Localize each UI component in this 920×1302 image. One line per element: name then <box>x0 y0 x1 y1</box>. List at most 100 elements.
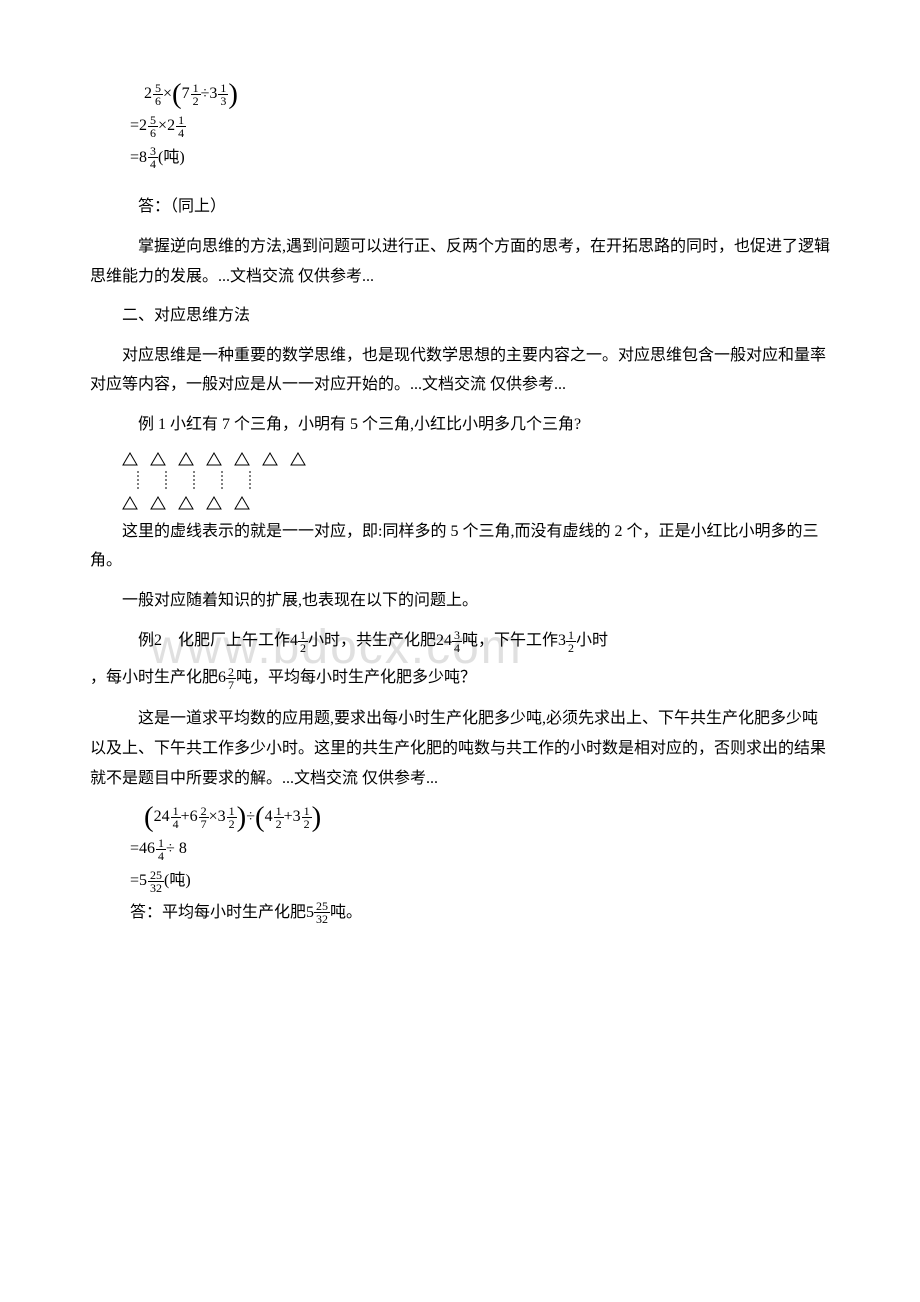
para-5: 这是一道求平均数的应用题,要求出每小时生产化肥多少吨,必须先求出上、下午共生产化… <box>90 704 830 793</box>
example-2-line2: ，每小时生产化肥627吨，平均每小时生产化肥多少吨？ <box>90 662 830 694</box>
example-text: ，每小时生产化肥6 <box>90 669 226 686</box>
triangle-icon <box>176 450 196 468</box>
frac-num: 1 <box>156 837 166 850</box>
triangle-icon <box>288 450 308 468</box>
dotted-line-icon <box>212 471 232 491</box>
math-unit: (吨) <box>158 144 185 173</box>
math-op: ÷ <box>246 803 255 832</box>
paren-close: ) <box>228 84 238 104</box>
frac-den: 4 <box>156 850 166 862</box>
math-line-1-2: = 2 5 6 × 2 1 4 <box>130 112 830 141</box>
frac-den: 6 <box>153 95 163 107</box>
triangle-icon <box>148 494 168 512</box>
triangle-icon <box>204 450 224 468</box>
math-val: 2 <box>144 80 152 109</box>
frac-num: 5 <box>153 82 163 95</box>
math-block-1: 2 5 6 × ( 7 1 2 ÷ 3 1 3 <box>130 80 830 172</box>
paren-close: ) <box>237 807 247 827</box>
math-val: 46 <box>139 835 155 864</box>
paren-open: ( <box>144 807 154 827</box>
example-text: 吨，平均每小时生产化肥多少吨？ <box>236 669 476 686</box>
math-block-2: ( 24 1 4 + 6 2 7 × 3 1 <box>130 803 830 927</box>
document-content: 2 5 6 × ( 7 1 2 ÷ 3 1 3 <box>90 80 830 927</box>
para-3: 这里的虚线表示的就是一一对应，即:同样多的 5 个三角,而没有虚线的 2 个，正… <box>90 517 830 576</box>
frac-den: 32 <box>314 913 330 925</box>
para-4: 一般对应随着知识的扩展,也表现在以下的问题上。 <box>90 586 830 616</box>
math-eq: = <box>130 112 139 141</box>
triangle-icon <box>148 450 168 468</box>
frac-den: 7 <box>226 679 236 691</box>
triangle-icon <box>260 450 280 468</box>
frac-num: 5 <box>148 114 158 127</box>
triangle-row-bottom <box>120 494 830 512</box>
frac-den: 4 <box>452 642 462 654</box>
math-val: 7 <box>182 80 190 109</box>
example-text: 小时，共生产化肥24 <box>308 632 452 649</box>
dotted-line-icon <box>156 471 176 491</box>
dotted-line-icon <box>128 471 148 491</box>
paren-close: ) <box>312 807 322 827</box>
math-val: 4 <box>265 803 273 832</box>
frac-den: 7 <box>199 818 209 830</box>
triangles-diagram <box>120 450 830 512</box>
frac-num: 1 <box>218 82 228 95</box>
frac-num: 25 <box>148 869 164 882</box>
triangle-icon <box>232 450 252 468</box>
math-val: 3 <box>293 803 301 832</box>
paren-open: ( <box>172 84 182 104</box>
example-text: 吨，下午工作3 <box>462 632 566 649</box>
answer-1: 答：（同上） <box>90 192 830 222</box>
frac-num: 1 <box>191 82 201 95</box>
math-line-2-2: = 46 1 4 ÷ 8 <box>130 835 830 864</box>
triangle-icon <box>176 494 196 512</box>
math-val: 2 <box>167 112 175 141</box>
dotted-line-icon <box>240 471 260 491</box>
math-eq: = <box>130 144 139 173</box>
answer-suffix: 吨。 <box>330 899 362 928</box>
math-val: 24 <box>154 803 170 832</box>
frac-num: 1 <box>176 114 186 127</box>
dotted-line-icon <box>184 471 204 491</box>
math-val: 5 <box>139 867 147 896</box>
frac-den: 2 <box>302 818 312 830</box>
frac-den: 4 <box>171 818 181 830</box>
dotted-row <box>120 471 830 491</box>
triangle-icon <box>232 494 252 512</box>
example-text: 例2 化肥厂上午工作4 <box>138 632 298 649</box>
triangle-row-top <box>120 450 830 468</box>
frac-den: 2 <box>298 642 308 654</box>
math-line-1-3: = 8 3 4 (吨) <box>130 144 830 173</box>
math-unit: (吨) <box>164 867 191 896</box>
math-op: × <box>209 803 218 832</box>
example-text: 小时 <box>576 632 608 649</box>
frac-den: 6 <box>148 127 158 139</box>
example-1: 例 1 小红有 7 个三角，小明有 5 个三角,小红比小明多几个三角? <box>90 410 830 440</box>
para-2: 对应思维是一种重要的数学思维，也是现代数学思想的主要内容之一。对应思维包含一般对… <box>90 341 830 400</box>
math-val: 6 <box>190 803 198 832</box>
answer-prefix: 答：平均每小时生产化肥5 <box>130 899 314 928</box>
math-eq: = <box>130 835 139 864</box>
frac-den: 2 <box>227 818 237 830</box>
example-2-line1: 例2 化肥厂上午工作412小时，共生产化肥2434吨，下午工作312小时 <box>138 625 830 657</box>
math-line-2-3: = 5 25 32 (吨) <box>130 867 830 896</box>
math-op: ÷ <box>201 80 210 109</box>
section-title-2: 二、对应思维方法 <box>90 301 830 331</box>
frac-den: 2 <box>566 642 576 654</box>
frac-den: 4 <box>176 127 186 139</box>
math-op: ÷ 8 <box>166 835 187 864</box>
math-op: × <box>158 112 167 141</box>
frac-den: 32 <box>148 882 164 894</box>
frac-den: 2 <box>274 818 284 830</box>
math-val: 8 <box>139 144 147 173</box>
math-val: 2 <box>139 112 147 141</box>
math-op: + <box>284 803 293 832</box>
math-line-2-1: ( 24 1 4 + 6 2 7 × 3 1 <box>130 803 830 832</box>
para-1: 掌握逆向思维的方法,遇到问题可以进行正、反两个方面的思考，在开拓思路的同时，也促… <box>90 232 830 291</box>
math-op: + <box>181 803 190 832</box>
math-val: 3 <box>209 80 217 109</box>
triangle-icon <box>120 450 140 468</box>
math-eq: = <box>130 867 139 896</box>
frac-den: 4 <box>148 158 158 170</box>
triangle-icon <box>204 494 224 512</box>
math-line-1-1: 2 5 6 × ( 7 1 2 ÷ 3 1 3 <box>130 80 830 109</box>
